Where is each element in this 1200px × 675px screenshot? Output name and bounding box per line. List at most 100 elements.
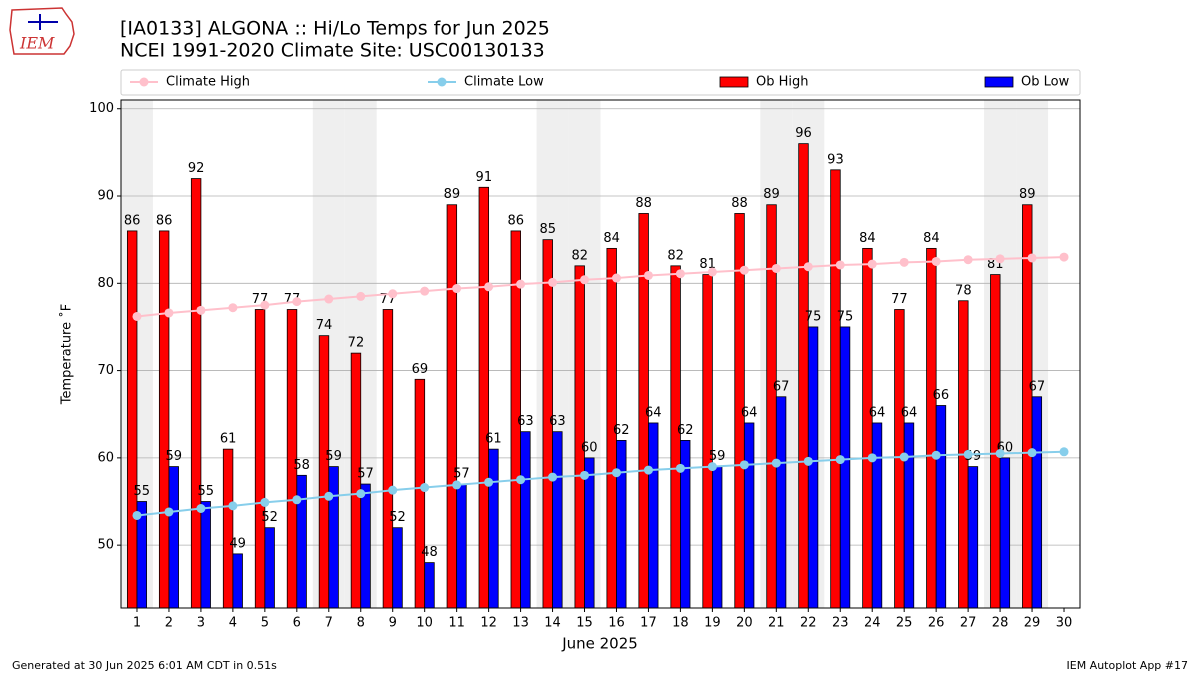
logo: IEM — [9, 7, 75, 55]
bar — [424, 562, 435, 609]
value-label: 84 — [859, 231, 876, 246]
x-tick-label: 17 — [640, 616, 657, 631]
point — [228, 303, 238, 313]
bar — [648, 422, 659, 609]
bar — [1022, 204, 1033, 609]
value-label: 86 — [156, 213, 173, 228]
value-label: 61 — [485, 432, 502, 447]
bar — [807, 326, 819, 609]
value-label: 55 — [134, 484, 151, 499]
value-label: 91 — [476, 170, 493, 185]
point — [771, 263, 781, 273]
x-tick-label: 23 — [832, 616, 849, 631]
bar — [775, 396, 787, 609]
point — [643, 270, 653, 280]
bar — [414, 378, 426, 609]
bar — [264, 527, 275, 609]
value-label: 92 — [188, 161, 205, 176]
x-tick-label: 4 — [229, 616, 237, 631]
value-label: 88 — [731, 196, 748, 211]
y-tick-label: 50 — [97, 538, 114, 553]
point — [580, 470, 590, 480]
bar — [839, 326, 851, 609]
point — [420, 483, 430, 493]
value-label: 86 — [124, 213, 141, 228]
point — [548, 277, 558, 287]
value-label: 88 — [635, 196, 652, 211]
point — [707, 462, 717, 472]
point — [707, 267, 717, 277]
value-label: 64 — [645, 405, 662, 420]
value-label: 62 — [677, 423, 694, 438]
legend-marker — [719, 76, 749, 88]
value-label: 64 — [901, 405, 918, 420]
x-tick-label: 6 — [293, 616, 301, 631]
logo-text: IEM — [19, 34, 55, 53]
y-tick-label: 60 — [97, 450, 114, 465]
point — [899, 257, 909, 267]
point — [963, 449, 973, 459]
point — [452, 480, 462, 490]
x-tick-label: 18 — [672, 616, 689, 631]
point — [452, 284, 462, 294]
x-tick-label: 25 — [896, 616, 913, 631]
legend-marker — [437, 77, 447, 87]
point — [292, 297, 302, 307]
bar — [520, 431, 531, 609]
bar — [552, 431, 563, 609]
chart-subtitle: NCEI 1991-2020 Climate Site: USC00130133 — [120, 40, 545, 62]
point — [164, 308, 174, 318]
point — [867, 259, 877, 269]
bar — [926, 247, 937, 609]
bar — [862, 247, 873, 609]
legend-box — [120, 69, 1081, 96]
value-label: 62 — [613, 423, 630, 438]
bar — [254, 309, 266, 609]
point — [356, 489, 366, 499]
x-tick-label: 2 — [165, 616, 173, 631]
bar — [798, 143, 809, 609]
y-tick-label: 80 — [97, 276, 114, 291]
point — [228, 501, 238, 511]
value-label: 58 — [293, 458, 310, 473]
x-tick-label: 14 — [544, 616, 561, 631]
value-label: 82 — [571, 248, 588, 263]
point — [548, 472, 558, 482]
point — [739, 460, 749, 470]
bar — [616, 440, 627, 609]
point — [420, 286, 430, 296]
value-label: 85 — [539, 222, 556, 237]
x-tick-label: 12 — [480, 616, 497, 631]
x-tick-label: 22 — [800, 616, 817, 631]
point — [324, 294, 334, 304]
legend-label: Ob Low — [1021, 75, 1070, 90]
point — [611, 273, 621, 283]
y-tick-label: 90 — [97, 189, 114, 204]
x-tick-label: 8 — [357, 616, 365, 631]
bar — [830, 169, 841, 609]
bar — [328, 466, 339, 609]
axes-frame — [120, 99, 1081, 609]
x-tick-label: 30 — [1056, 616, 1073, 631]
value-label: 96 — [795, 126, 812, 141]
x-tick-label: 13 — [512, 616, 529, 631]
value-label: 61 — [220, 432, 237, 447]
value-label: 89 — [1019, 187, 1036, 202]
point — [196, 503, 206, 513]
value-label: 69 — [412, 362, 429, 377]
bar — [711, 466, 723, 609]
point — [963, 255, 973, 265]
value-label: 49 — [229, 536, 246, 551]
point — [484, 477, 494, 487]
point — [132, 510, 142, 520]
value-label: 78 — [955, 283, 972, 298]
value-label: 52 — [261, 510, 278, 525]
point — [835, 455, 845, 465]
value-label: 66 — [933, 388, 950, 403]
bar — [382, 309, 394, 609]
bar — [903, 422, 915, 609]
x-tick-label: 9 — [389, 616, 397, 631]
value-label: 89 — [763, 187, 780, 202]
point — [292, 495, 302, 505]
